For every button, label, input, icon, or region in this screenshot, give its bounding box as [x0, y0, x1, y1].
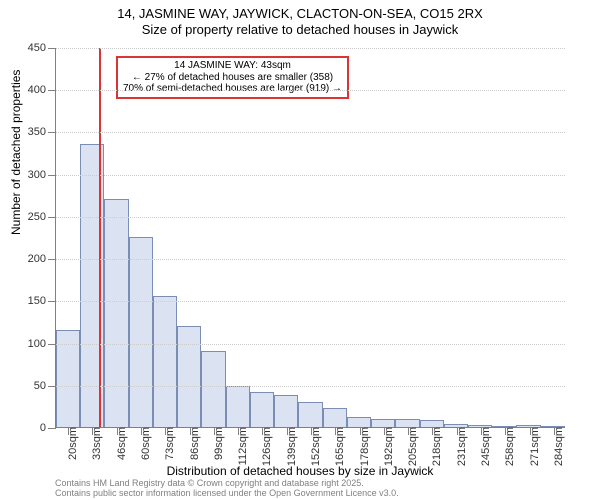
- bar: [104, 199, 128, 427]
- x-tick-label: 284sqm: [553, 427, 565, 466]
- x-tick-label: 218sqm: [431, 427, 443, 466]
- x-tick-label: 271sqm: [529, 427, 541, 466]
- y-tick-label: 450: [28, 42, 56, 54]
- y-tick-label: 200: [28, 253, 56, 265]
- x-tick-label: 231sqm: [456, 427, 468, 466]
- y-tick-label: 150: [28, 295, 56, 307]
- bar: [371, 419, 395, 427]
- annotation-box: 14 JASMINE WAY: 43sqm ← 27% of detached …: [116, 56, 349, 99]
- x-tick-label: 46sqm: [116, 427, 128, 460]
- bar: [129, 237, 153, 427]
- x-tick-label: 258sqm: [504, 427, 516, 466]
- x-axis-label: Distribution of detached houses by size …: [0, 464, 600, 478]
- y-tick-label: 0: [40, 422, 56, 434]
- y-tick-label: 50: [34, 380, 56, 392]
- x-tick-label: 99sqm: [213, 427, 225, 460]
- x-tick-label: 73sqm: [164, 427, 176, 460]
- x-tick-label: 152sqm: [310, 427, 322, 466]
- bar: [274, 395, 298, 427]
- x-tick-label: 178sqm: [359, 427, 371, 466]
- bar: [153, 296, 177, 427]
- bar: [298, 402, 322, 427]
- bar: [177, 326, 201, 427]
- annotation-line2: ← 27% of detached houses are smaller (35…: [123, 72, 342, 84]
- x-tick-label: 33sqm: [91, 427, 103, 460]
- y-tick-label: 400: [28, 84, 56, 96]
- gridline: [56, 344, 565, 345]
- x-tick-label: 245sqm: [480, 427, 492, 466]
- x-tick-label: 139sqm: [286, 427, 298, 466]
- x-tick-label: 60sqm: [140, 427, 152, 460]
- x-tick-label: 192sqm: [383, 427, 395, 466]
- annotation-line1: 14 JASMINE WAY: 43sqm: [123, 60, 342, 72]
- x-tick-label: 126sqm: [261, 427, 273, 466]
- y-tick-label: 250: [28, 211, 56, 223]
- chart-title-line2: Size of property relative to detached ho…: [0, 22, 600, 37]
- x-tick-label: 86sqm: [189, 427, 201, 460]
- bar: [323, 408, 347, 427]
- gridline: [56, 48, 565, 49]
- gridline: [56, 175, 565, 176]
- gridline: [56, 217, 565, 218]
- marker-line: [99, 48, 101, 427]
- gridline: [56, 259, 565, 260]
- bar: [201, 351, 225, 427]
- gridline: [56, 132, 565, 133]
- chart-title-block: 14, JASMINE WAY, JAYWICK, CLACTON-ON-SEA…: [0, 0, 600, 37]
- y-axis-label: Number of detached properties: [9, 70, 23, 235]
- footer-line2: Contains public sector information licen…: [55, 489, 399, 499]
- chart-title-line1: 14, JASMINE WAY, JAYWICK, CLACTON-ON-SEA…: [0, 6, 600, 21]
- footer: Contains HM Land Registry data © Crown c…: [55, 479, 399, 499]
- bar: [420, 420, 444, 427]
- gridline: [56, 90, 565, 91]
- plot-area: 14 JASMINE WAY: 43sqm ← 27% of detached …: [55, 48, 565, 428]
- bar: [250, 392, 274, 427]
- x-tick-label: 165sqm: [334, 427, 346, 466]
- bar: [226, 386, 250, 427]
- x-tick-label: 112sqm: [237, 427, 249, 465]
- annotation-line3: 70% of semi-detached houses are larger (…: [123, 83, 342, 95]
- gridline: [56, 301, 565, 302]
- y-tick-label: 350: [28, 126, 56, 138]
- x-tick-label: 205sqm: [407, 427, 419, 466]
- x-tick-label: 20sqm: [67, 427, 79, 460]
- y-tick-label: 100: [28, 338, 56, 350]
- bars-container: [56, 48, 565, 427]
- bar: [347, 417, 371, 427]
- y-tick-label: 300: [28, 169, 56, 181]
- gridline: [56, 386, 565, 387]
- bar: [395, 419, 419, 427]
